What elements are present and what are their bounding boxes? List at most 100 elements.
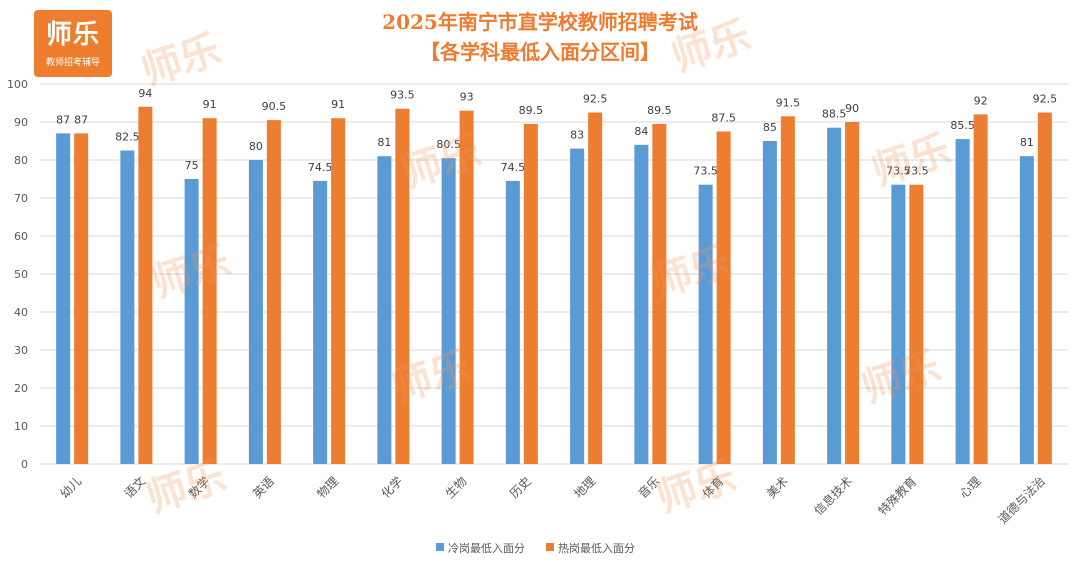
x-category-label: 信息技术 (811, 473, 856, 518)
hot-value-label: 90.5 (262, 100, 287, 113)
logo-tagline: 教师招考辅导 (45, 58, 100, 68)
cold-bar (762, 141, 777, 464)
cold-value-label: 80 (249, 140, 263, 153)
cold-bar (313, 180, 328, 464)
hot-value-label: 93 (460, 91, 474, 104)
cold-value-label: 87 (56, 113, 70, 126)
hot-value-label: 93.5 (390, 89, 415, 102)
hot-value-label: 92.5 (583, 93, 608, 106)
cold-bar (570, 148, 585, 464)
cold-bar (377, 156, 392, 464)
hot-bar (202, 118, 217, 464)
hot-bar (716, 131, 731, 464)
x-category-label: 音乐 (635, 473, 663, 501)
cold-bar (248, 160, 263, 464)
hot-bar (909, 184, 924, 464)
cold-value-label: 74.5 (501, 161, 526, 174)
cold-value-label: 75 (185, 159, 199, 172)
legend-hot-label: 热岗最低入面分 (558, 542, 635, 555)
y-tick-label: 70 (14, 192, 28, 205)
cold-bar (120, 150, 135, 464)
y-tick-label: 80 (14, 154, 28, 167)
hot-value-label: 73.5 (904, 165, 929, 178)
y-tick-label: 100 (7, 78, 28, 91)
hot-value-label: 90 (845, 102, 859, 115)
hot-value-label: 91 (331, 98, 345, 111)
cold-value-label: 81 (377, 136, 391, 149)
cold-value-label: 73.5 (886, 165, 911, 178)
hot-value-label: 89.5 (647, 104, 672, 117)
chart-title: 2025年南宁市直学校教师招聘考试 (382, 10, 698, 34)
hot-value-label: 89.5 (519, 104, 544, 117)
cold-value-label: 74.5 (308, 161, 333, 174)
y-tick-label: 0 (21, 458, 28, 471)
cold-bar (827, 127, 842, 464)
hot-bar (523, 123, 538, 465)
chart-subtitle: 【各学科最低入面分区间】 (420, 40, 660, 64)
cold-value-label: 84 (634, 125, 648, 138)
cold-bar (56, 133, 71, 464)
hot-value-label: 91.5 (776, 96, 801, 109)
hot-value-label: 87.5 (711, 112, 736, 125)
hot-value-label: 92 (974, 94, 988, 107)
cold-bar (1019, 156, 1034, 464)
x-category-label: 特殊教育 (875, 473, 920, 518)
hot-bar (588, 112, 603, 464)
x-category-label: 体育 (699, 473, 727, 501)
cold-value-label: 88.5 (822, 108, 847, 121)
cold-value-label: 81 (1020, 136, 1034, 149)
hot-bar (74, 133, 89, 464)
y-tick-label: 90 (14, 116, 28, 129)
hot-value-label: 87 (74, 113, 88, 126)
x-category-label: 英语 (250, 474, 277, 501)
x-category-label: 地理 (571, 474, 598, 501)
x-category-label: 化学 (378, 473, 406, 501)
x-category-label: 语文 (121, 473, 149, 501)
legend-cold-swatch (436, 543, 444, 551)
hot-bar (395, 108, 410, 464)
cold-value-label: 73.5 (693, 165, 718, 178)
cold-value-label: 83 (570, 129, 584, 142)
cold-bar (634, 144, 649, 465)
cold-bar (891, 184, 906, 464)
cold-value-label: 85.5 (950, 119, 975, 132)
cold-bar (698, 184, 713, 464)
cold-value-label: 82.5 (115, 131, 140, 144)
logo-brand-text: 师乐 (45, 20, 100, 50)
cold-bar (184, 179, 199, 464)
hot-bar (266, 120, 281, 464)
cold-value-label: 85 (763, 121, 777, 134)
cold-bar (505, 180, 520, 464)
cold-bar (441, 158, 456, 464)
hot-bar (138, 106, 153, 465)
y-tick-label: 30 (14, 344, 28, 357)
hot-bar (331, 118, 346, 464)
hot-value-label: 94 (138, 87, 152, 100)
x-category-label: 美术 (764, 474, 791, 501)
hot-bar (973, 114, 988, 465)
hot-bar (845, 122, 860, 464)
x-category-label: 幼儿 (57, 474, 84, 501)
brand-logo: 师乐 教师招考辅导 (34, 10, 112, 77)
legend-hot-swatch (546, 543, 554, 551)
x-category-label: 历史 (507, 474, 534, 501)
x-category-label: 道德与法治 (995, 473, 1048, 526)
cold-bar (955, 139, 970, 464)
y-tick-label: 40 (14, 306, 28, 319)
hot-bar (1037, 112, 1052, 464)
hot-bar (780, 116, 795, 465)
legend-cold-label: 冷岗最低入面分 (448, 542, 525, 555)
x-category-label: 数学 (185, 473, 213, 501)
x-category-label: 物理 (314, 474, 341, 501)
hot-bar (652, 123, 667, 465)
y-tick-label: 10 (14, 420, 28, 433)
chart-title-block: 2025年南宁市直学校教师招聘考试 【各学科最低入面分区间】 (300, 8, 780, 66)
y-tick-label: 50 (14, 268, 28, 281)
hot-value-label: 92.5 (1033, 93, 1058, 106)
x-category-label: 生物 (443, 474, 470, 501)
cold-value-label: 80.5 (436, 138, 461, 151)
hot-value-label: 91 (203, 98, 217, 111)
x-category-label: 心理 (957, 474, 984, 501)
y-tick-label: 60 (14, 230, 28, 243)
